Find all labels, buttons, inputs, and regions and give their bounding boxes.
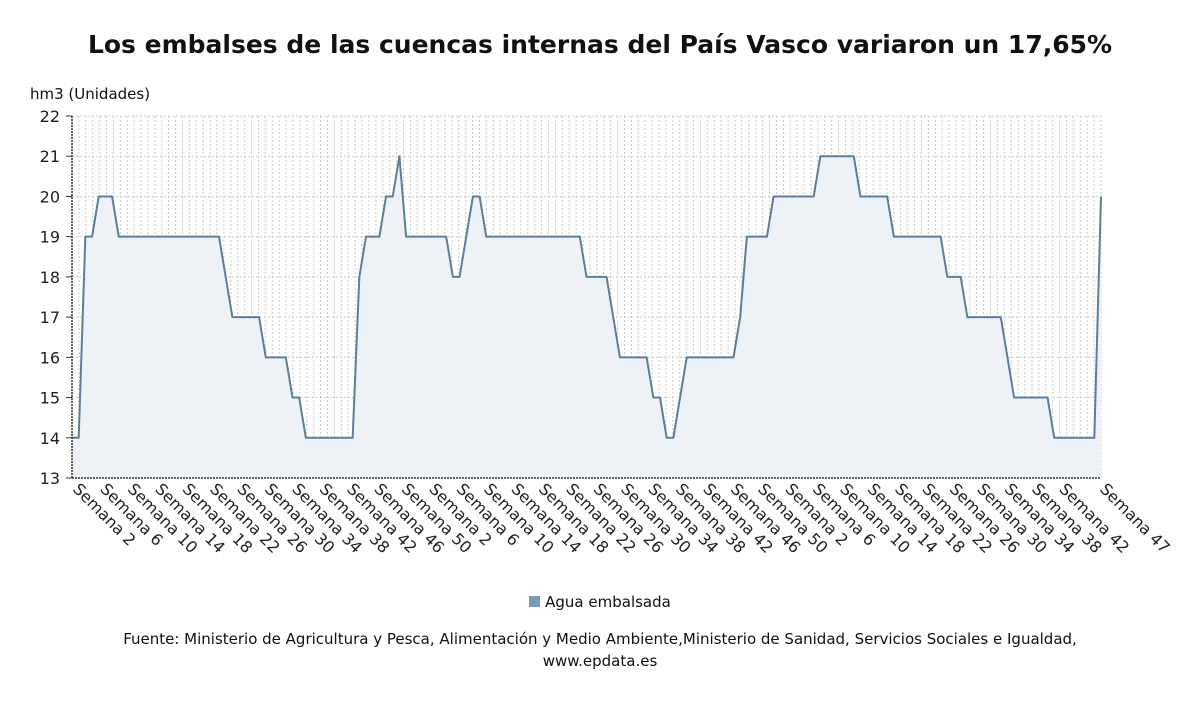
y-tick-labels: 13 14 15 16 17 18 19 20 21 22 xyxy=(40,107,60,488)
y-tick-label: 14 xyxy=(40,429,60,448)
source-note: Fuente: Ministerio de Agricultura y Pesc… xyxy=(0,628,1200,672)
y-tick-label: 22 xyxy=(40,107,60,126)
source-line-1: Fuente: Ministerio de Agricultura y Pesc… xyxy=(123,630,1077,648)
legend-swatch xyxy=(529,596,541,607)
series-line-agua-embalsada xyxy=(72,155,1102,439)
y-tick-label: 17 xyxy=(40,308,60,327)
chart-title: Los embalses de las cuencas internas del… xyxy=(87,30,1113,59)
y-tick-label: 20 xyxy=(40,187,60,206)
y-tick-label: 13 xyxy=(40,469,60,488)
y-tick-label: 21 xyxy=(40,147,60,166)
y-tick-label: 15 xyxy=(40,389,60,408)
series-area-fill xyxy=(72,156,1101,478)
axes xyxy=(66,115,1101,479)
y-tick-label: 19 xyxy=(40,228,60,247)
legend: Agua embalsada xyxy=(0,593,1200,611)
y-tick-label: 16 xyxy=(40,348,60,367)
y-axis-unit: hm3 (Unidades) xyxy=(30,85,151,103)
source-line-2: www.epdata.es xyxy=(542,652,658,670)
y-tick-label: 18 xyxy=(40,268,60,287)
legend-label: Agua embalsada xyxy=(545,593,671,611)
